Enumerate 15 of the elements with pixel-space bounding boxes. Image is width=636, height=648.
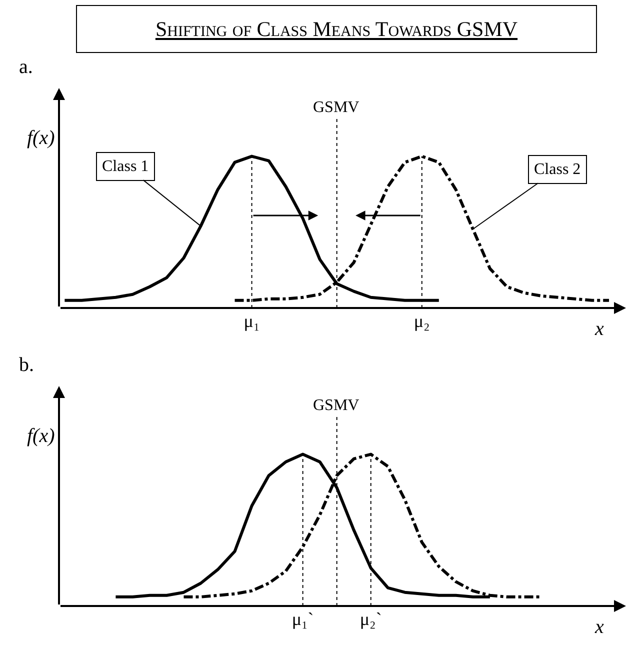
y-axis-title: f(x) [27,127,56,149]
text: GSMV [313,397,360,414]
chart-title: Shifting of Class Means Towards GSMV [76,5,597,53]
x-tick-label: μ₁` [292,609,314,629]
chart-subtitle: b. [19,354,34,376]
x-tick-label: μ₂ [414,311,430,331]
text: GSMV [313,99,360,116]
annotation: Class 1 [102,158,149,175]
chart-subtitle: a. [19,56,33,78]
x-axis-title: x [594,318,604,340]
x-tick-label: μ₁ [244,311,260,331]
x-tick-label: μ₂` [360,609,382,629]
x-axis-title: x [594,616,604,638]
y-axis-title: f(x) [27,425,56,447]
annotation: Class 2 [534,161,581,178]
